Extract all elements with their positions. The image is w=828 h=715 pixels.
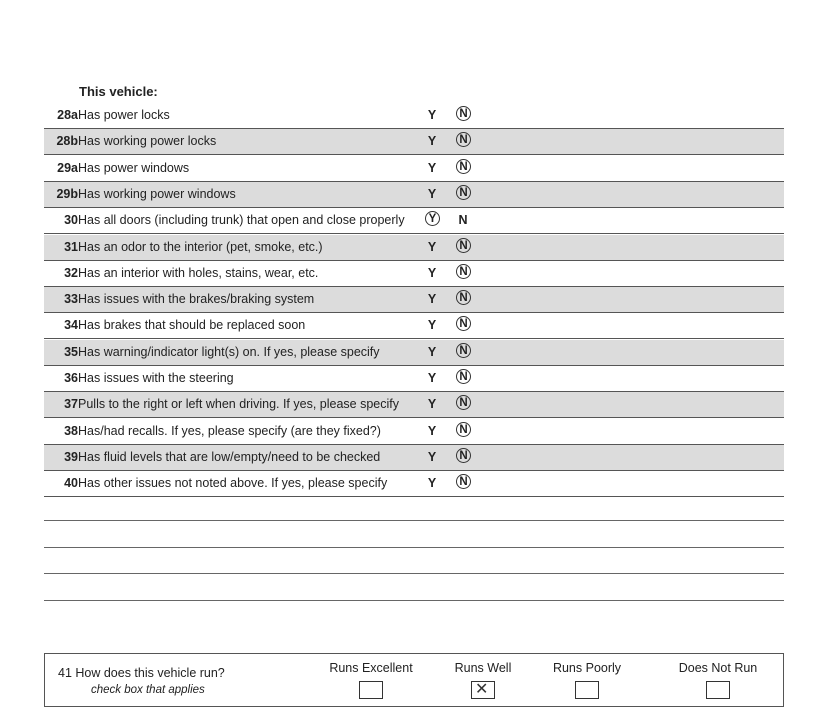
question-row: 31 Has an odor to the interior (pet, smo…	[44, 234, 784, 261]
question-text: Has power locks	[78, 108, 170, 122]
question-text: Has warning/indicator light(s) on. If ye…	[78, 344, 380, 359]
checkbox[interactable]	[706, 681, 730, 699]
option-label: Runs Excellent	[329, 661, 413, 675]
option-runs-excellent[interactable]: Runs Excellent	[311, 661, 431, 699]
no-option[interactable]: N	[456, 106, 471, 121]
yes-option[interactable]: Y	[427, 265, 437, 280]
question-text: Has an odor to the interior (pet, smoke,…	[78, 239, 323, 254]
no-option[interactable]: N	[456, 132, 471, 148]
question-text: Has/had recalls. If yes, please specify …	[78, 423, 381, 438]
no-option[interactable]: N	[456, 316, 471, 332]
specify-line[interactable]	[44, 600, 784, 601]
question-number: 36	[64, 371, 78, 385]
option-label: Does Not Run	[678, 661, 758, 675]
question-text: Has brakes that should be replaced soon	[78, 318, 306, 333]
question-number: 33	[64, 292, 78, 307]
question-text: Has issues with the brakes/braking syste…	[78, 292, 315, 307]
yes-option[interactable]: Y	[427, 371, 437, 385]
question-text: Has all doors (including trunk) that ope…	[78, 213, 405, 228]
question-text: Has working power windows	[78, 186, 236, 201]
specify-line[interactable]	[44, 520, 784, 521]
question-number: 40	[64, 476, 78, 491]
question-row: 30 Has all doors (including trunk) that …	[44, 208, 784, 235]
question-row: 39 Has fluid levels that are low/empty/n…	[44, 444, 784, 471]
question-number: 29b	[56, 186, 78, 201]
yes-option[interactable]: Y	[427, 318, 437, 333]
question-row: 32 Has an interior with holes, stains, w…	[44, 261, 784, 287]
question-row: 34 Has brakes that should be replaced so…	[44, 313, 784, 340]
yes-option[interactable]: Y	[427, 186, 437, 201]
question-number: 30	[64, 213, 78, 228]
question-row: 33 Has issues with the brakes/braking sy…	[44, 287, 784, 314]
yes-option[interactable]: Y	[427, 239, 437, 254]
question-row: 28b Has working power locks Y N	[44, 129, 784, 156]
no-option[interactable]: N	[456, 474, 471, 490]
yes-option[interactable]: Y	[427, 476, 437, 491]
no-option[interactable]: N	[456, 395, 471, 411]
no-option[interactable]: N	[456, 421, 471, 437]
option-runs-well[interactable]: Runs Well	[423, 661, 543, 699]
yes-option[interactable]: Y	[427, 423, 437, 438]
question-number: 28a	[57, 108, 78, 122]
question-row: 29b Has working power windows Y N	[44, 181, 784, 208]
option-does-not-run[interactable]: Does Not Run	[658, 661, 778, 699]
question-number: 28b	[56, 134, 78, 149]
specify-line[interactable]	[44, 547, 784, 548]
checkbox[interactable]	[359, 681, 383, 699]
question-row: 36 Has issues with the steering Y N	[44, 366, 784, 392]
checkbox[interactable]	[575, 681, 599, 699]
question-text: Pulls to the right or left when driving.…	[78, 397, 399, 412]
yes-option[interactable]: Y	[425, 211, 440, 227]
question-row: 29a Has power windows Y N	[44, 156, 784, 182]
no-option[interactable]: N	[456, 342, 471, 358]
no-option[interactable]: N	[456, 237, 471, 253]
question-41-hint: check box that applies	[91, 684, 205, 696]
question-number: 38	[64, 423, 78, 438]
section-heading: This vehicle:	[79, 84, 158, 99]
question-row: 35 Has warning/indicator light(s) on. If…	[44, 339, 784, 366]
no-option[interactable]: N	[456, 263, 471, 279]
question-41-box: 41 How does this vehicle run? check box …	[44, 653, 784, 707]
question-41-label: 41 How does this vehicle run?	[58, 666, 225, 680]
question-text: Has working power locks	[78, 134, 217, 149]
question-row: 40 Has other issues not noted above. If …	[44, 471, 784, 498]
no-option[interactable]: N	[456, 290, 471, 306]
question-text: Has power windows	[78, 160, 190, 175]
yes-option[interactable]: Y	[427, 292, 437, 307]
yes-option[interactable]: Y	[427, 108, 437, 122]
question-number: 37	[64, 397, 78, 412]
yes-option[interactable]: Y	[427, 344, 437, 359]
question-text: Has other issues not noted above. If yes…	[78, 476, 388, 491]
no-option[interactable]: N	[456, 447, 471, 463]
yes-option[interactable]: Y	[427, 397, 437, 412]
yes-option[interactable]: Y	[427, 134, 437, 149]
specify-line[interactable]	[44, 573, 784, 574]
option-label: Runs Poorly	[552, 661, 622, 675]
question-row: 38 Has/had recalls. If yes, please speci…	[44, 419, 784, 445]
checkbox[interactable]	[471, 679, 495, 699]
question-number: 31	[64, 239, 78, 254]
question-number: 39	[64, 449, 78, 464]
no-option[interactable]: N	[456, 184, 471, 200]
question-number: 29a	[57, 160, 78, 175]
question-number: 34	[64, 318, 78, 333]
question-number: 32	[64, 265, 78, 280]
question-text: Has fluid levels that are low/empty/need…	[78, 449, 381, 464]
question-row: 37 Pulls to the right or left when drivi…	[44, 392, 784, 419]
no-option[interactable]: N	[456, 158, 471, 174]
yes-option[interactable]: Y	[427, 160, 437, 175]
question-text: Has an interior with holes, stains, wear…	[78, 265, 319, 280]
no-option[interactable]: N	[458, 213, 468, 228]
question-row: 28a Has power locks Y N	[44, 103, 784, 129]
yes-option[interactable]: Y	[427, 449, 437, 464]
option-runs-poorly[interactable]: Runs Poorly	[527, 661, 647, 699]
no-option[interactable]: N	[456, 369, 471, 384]
option-label: Runs Well	[454, 661, 512, 675]
question-text: Has issues with the steering	[78, 371, 234, 385]
question-number: 35	[64, 344, 78, 359]
